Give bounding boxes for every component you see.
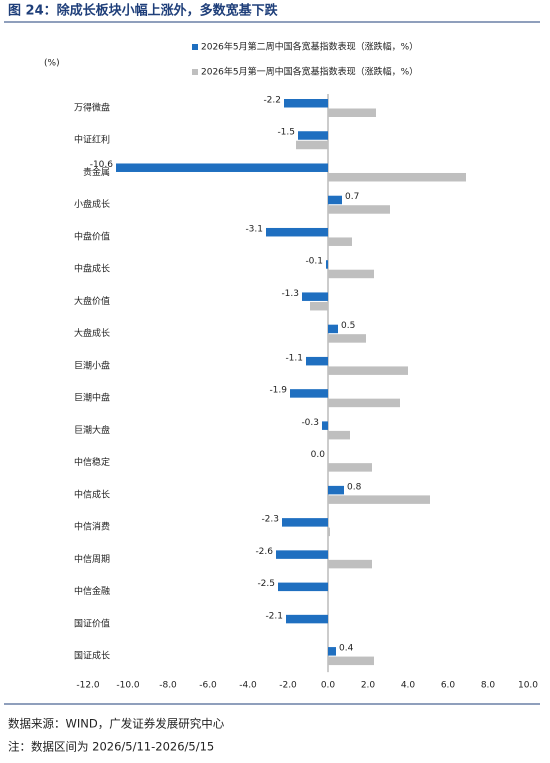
bar [328,195,342,205]
x-tick-label: -8.0 [159,681,177,691]
bar [328,527,330,537]
value-label: -1.1 [285,353,303,363]
bar [306,356,328,366]
y-tick-label: 中盘成长 [74,263,110,275]
value-label: 0.8 [347,482,362,492]
value-label: -10.6 [90,160,114,170]
legend-label: 2026年5月第二周中国各宽基指数表现（涨跌幅，%） [201,41,418,53]
bar [328,559,372,569]
y-tick-label: 国证价值 [74,617,110,629]
bar [282,518,328,527]
value-label: 0.7 [345,192,359,202]
y-tick-label: 中信成长 [74,488,110,500]
value-label: -2.6 [255,547,273,557]
value-label: -0.3 [301,418,319,428]
bar [328,495,430,504]
bar [284,99,328,108]
value-label: -3.1 [245,224,263,234]
bar [266,227,328,237]
chart-title: 图 24：除成长板块小幅上涨外，多数宽基下跌 [8,3,279,19]
value-label: -1.9 [269,386,287,396]
source: 数据来源：WIND，广发证券发展研究中心 [8,717,225,731]
bar [310,301,328,311]
x-tick-label: 4.0 [401,681,416,691]
y-tick-label: 中信消费 [74,521,110,533]
bar [328,463,372,472]
legend-swatch [192,69,198,75]
value-label: -2.2 [263,96,281,106]
y-tick-label: 巨潮中盘 [74,392,110,404]
bar [328,172,466,182]
value-label: -2.3 [261,515,279,525]
y-tick-label: 巨潮小盘 [74,359,110,371]
value-label: -1.3 [281,289,299,299]
bar [302,292,328,301]
x-tick-label: -12.0 [76,681,100,691]
bar [328,656,374,666]
bar [276,550,328,559]
x-tick-label: -4.0 [239,681,257,691]
y-tick-label: 巨潮大盘 [74,424,110,436]
y-tick-label: 大盘价值 [74,295,110,307]
bar [328,430,350,440]
x-tick-label: 8.0 [481,681,496,691]
bar [286,614,328,624]
legend-swatch [192,44,198,50]
x-tick-label: 10.0 [518,681,538,691]
bar [290,389,328,398]
value-label: -2.1 [265,611,283,621]
value-label: -2.5 [257,579,275,589]
y-tick-label: 小盘成长 [74,198,110,210]
bar [278,582,328,592]
bar [328,269,374,279]
value-label: -1.5 [277,128,295,138]
value-label: 0.5 [341,321,355,331]
bar [328,237,352,246]
bar [328,647,336,656]
x-tick-label: 2.0 [361,681,376,691]
bar [326,260,328,269]
bar [298,131,328,140]
note: 注：数据区间为 2026/5/11-2026/5/15 [8,740,214,754]
bar [328,324,338,334]
y-tick-label: 万得微盘 [74,102,110,114]
bar [328,108,376,117]
bar [322,421,328,430]
y-tick-label: 国证成长 [74,650,110,662]
y-tick-label: 中证红利 [74,134,110,146]
value-label: -0.1 [305,257,323,267]
bar [328,366,408,375]
x-tick-label: 0.0 [321,681,336,691]
bar [328,334,366,343]
y-tick-label: 中信金融 [74,585,110,597]
bar [328,485,344,495]
x-tick-label: 6.0 [441,681,456,691]
bar [296,140,328,150]
y-tick-label: 中信周期 [74,553,110,565]
y-tick-label: 大盘成长 [74,327,110,339]
x-tick-label: -10.0 [116,681,140,691]
bar [328,205,390,214]
x-tick-label: -2.0 [279,681,297,691]
legend-label: 2026年5月第一周中国各宽基指数表现（涨跌幅，%） [201,66,418,78]
x-tick-label: -6.0 [199,681,217,691]
unit-label: (%) [44,59,60,69]
bar [328,398,400,408]
y-tick-label: 中盘价值 [74,230,110,242]
value-label: 0.4 [339,644,354,654]
y-tick-label: 贵金属 [83,166,110,178]
bar [116,163,328,172]
y-tick-label: 中信稳定 [74,456,110,468]
value-label: 0.0 [311,450,326,460]
